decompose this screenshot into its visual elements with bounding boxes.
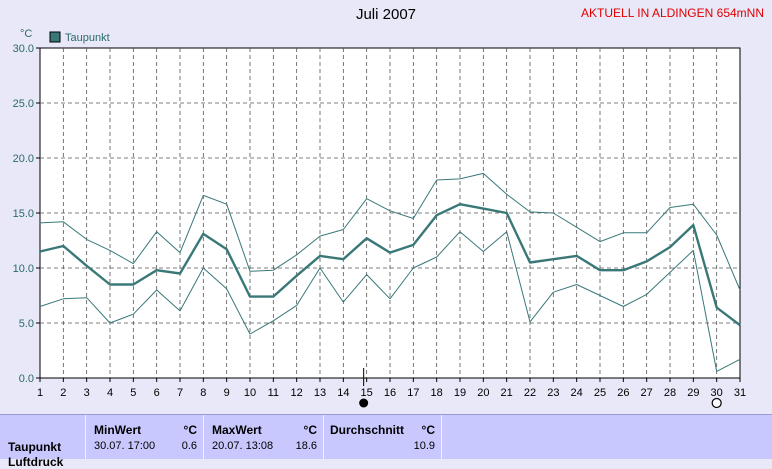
y-tick-label: 5.0 xyxy=(19,318,34,330)
filled-circle-marker xyxy=(359,398,369,408)
y-tick-label: 25.0 xyxy=(13,98,34,110)
x-tick-label: 20 xyxy=(477,387,489,399)
station-badge: AKTUELL IN ALDINGEN 654mNN xyxy=(581,6,764,20)
x-tick-label: 24 xyxy=(571,387,583,399)
x-tick-label: 8 xyxy=(200,387,206,399)
dewpoint-chart: 0.05.010.015.020.025.030.0 1 2 3 4 5 6 7 8 9 10 11… xyxy=(13,28,746,409)
x-tick-label: 17 xyxy=(407,387,419,399)
x-tick-label: 5 xyxy=(130,387,136,399)
x-tick-label: 9 xyxy=(224,387,230,399)
min-when: 30.07. 17:00 xyxy=(94,440,156,452)
legend-swatch xyxy=(49,31,61,43)
max-cell: MaxWert °C 20.07. 13:08 18.6 xyxy=(204,415,324,459)
min-header: MinWert xyxy=(94,423,142,437)
series-line-min xyxy=(39,231,741,372)
x-tick-label: 4 xyxy=(107,387,113,399)
open-circle-marker xyxy=(711,397,722,409)
x-tick-label: 11 xyxy=(268,387,279,399)
y-tick-label: 0.0 xyxy=(19,373,34,385)
x-axis-ticks: 1 2 3 4 5 6 7 8 9 10 11 12 13 14 15 16 17 18 19 20 21 22 23 24 2… xyxy=(37,378,746,399)
y-tick-label: 10.0 xyxy=(13,263,34,275)
avg-value: 10.9 xyxy=(413,440,435,452)
x-tick-label: 26 xyxy=(617,387,629,399)
x-tick-label: 23 xyxy=(547,387,559,399)
x-tick-label: 16 xyxy=(384,387,396,399)
avg-unit: °C xyxy=(421,423,435,437)
x-tick-label: 28 xyxy=(664,387,676,399)
legend-label: Taupunkt xyxy=(65,32,110,44)
y-tick-label: 15.0 xyxy=(13,208,34,220)
max-unit: °C xyxy=(303,423,317,437)
day-markers xyxy=(359,368,722,409)
y-tick-label: 20.0 xyxy=(13,153,34,165)
x-tick-label: 3 xyxy=(84,387,90,399)
x-tick-label: 30 xyxy=(711,387,723,399)
x-tick-label: 2 xyxy=(60,387,66,399)
x-tick-label: 15 xyxy=(361,387,373,399)
x-tick-label: 31 xyxy=(734,387,746,399)
max-value: 18.6 xyxy=(295,440,317,452)
x-tick-label: 13 xyxy=(314,387,326,399)
stats-label-cell: Taupunkt Luftdruck xyxy=(0,415,86,469)
stats-row-label-2: Luftdruck xyxy=(8,455,64,469)
min-cell: MinWert °C 30.07. 17:00 0.6 xyxy=(86,415,204,459)
y-tick-label: 30.0 xyxy=(13,43,34,55)
x-tick-label: 22 xyxy=(524,387,536,399)
x-tick-label: 14 xyxy=(337,387,349,399)
x-tick-label: 6 xyxy=(154,387,160,399)
min-value: 0.6 xyxy=(181,440,197,452)
x-tick-label: 1 xyxy=(37,387,43,399)
max-header: MaxWert xyxy=(212,423,262,437)
x-tick-label: 25 xyxy=(594,387,606,399)
chart-title: Juli 2007 xyxy=(355,6,417,23)
x-tick-label: 12 xyxy=(291,387,303,399)
x-tick-label: 7 xyxy=(177,387,183,399)
y-axis-unit: °C xyxy=(20,28,32,40)
stats-row-label: Taupunkt xyxy=(8,440,62,454)
y-axis-ticks: 0.0 5.0 10.0 15.0 20.0 25.0 30.0 xyxy=(13,43,40,385)
grid-lines xyxy=(40,48,740,378)
min-unit: °C xyxy=(183,423,197,437)
x-tick-label: 10 xyxy=(244,387,256,399)
stats-panel: Taupunkt Luftdruck MinWert °C 30.07. 17:… xyxy=(0,414,772,469)
x-tick-label: 18 xyxy=(431,387,443,399)
avg-cell: Durchschnitt °C 10.9 xyxy=(324,415,442,459)
x-tick-label: 19 xyxy=(454,387,466,399)
series-line-max xyxy=(39,172,741,291)
max-when: 20.07. 13:08 xyxy=(212,440,274,452)
avg-header: Durchschnitt xyxy=(330,423,405,437)
series-lines xyxy=(39,172,741,372)
x-tick-label: 21 xyxy=(501,387,513,399)
series-line-mean xyxy=(39,202,741,327)
x-tick-label: 27 xyxy=(641,387,653,399)
x-tick-label: 29 xyxy=(687,387,699,399)
